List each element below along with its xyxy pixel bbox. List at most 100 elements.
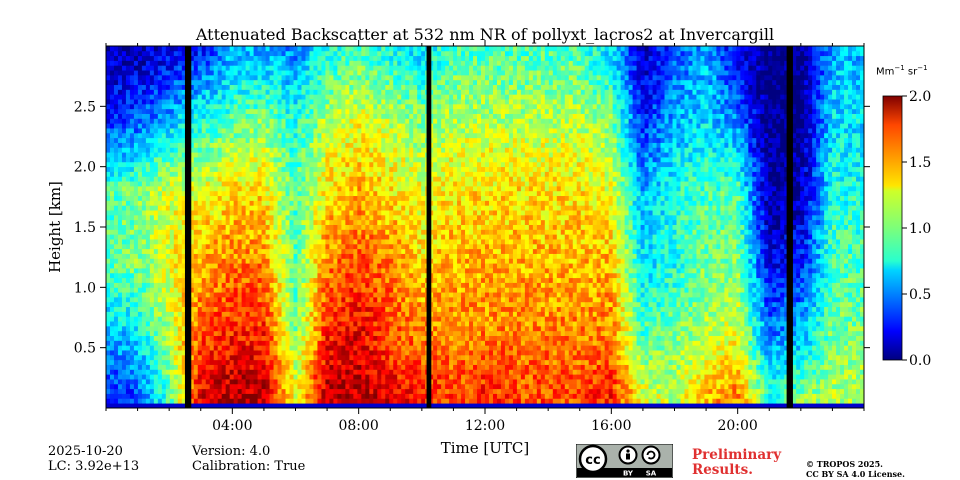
heatmap-cell [169,364,175,370]
heatmap-cell [317,46,322,52]
heatmap-cell [293,190,298,197]
heatmap-cell [289,166,294,172]
heatmap-cell [241,79,247,86]
heatmap-cell [193,46,199,52]
heatmap-cell [125,46,131,52]
heatmap-cell [245,268,251,274]
heatmap-cell [106,55,111,61]
heatmap-cell [153,263,159,269]
heatmap-cell [277,364,282,370]
heatmap-cell [325,55,330,61]
heatmap-cell [193,234,199,240]
heatmap-cell [317,325,322,332]
heatmap-cell [297,99,302,105]
heatmap-cell [153,65,159,71]
heatmap-cell [333,181,338,187]
heatmap-cell [313,393,318,399]
heatmap-cell [281,354,286,361]
heatmap-cell [217,103,223,110]
heatmap-cell [173,113,179,119]
heatmap-cell [217,239,223,245]
heatmap-cell [169,301,175,308]
heatmap-cell [297,50,302,57]
heatmap-cell [269,403,274,408]
heatmap-cell [365,374,370,380]
heatmap-cell [233,108,239,114]
heatmap-cell [177,301,183,308]
heatmap-cell [149,147,155,153]
heatmap-cell [106,108,111,114]
heatmap-cell [221,152,227,158]
heatmap-cell [121,195,127,201]
heatmap-cell [353,113,358,119]
heatmap-cell [197,263,203,269]
heatmap-cell [345,89,350,95]
heatmap-cell [165,65,171,71]
heatmap-cell [361,108,366,114]
heatmap-cell [189,350,195,356]
heatmap-cell [181,403,187,408]
heatmap-cell [205,84,211,90]
heatmap-cell [141,239,147,245]
heatmap-cell [353,282,358,288]
heatmap-cell [277,369,282,375]
heatmap-cell [129,403,135,408]
heatmap-cell [109,403,115,408]
heatmap-cell [333,325,338,332]
heatmap-cell [153,46,159,52]
heatmap-cell [209,60,215,66]
heatmap-cell [157,60,163,66]
heatmap-cell [345,46,350,52]
heatmap-cell [325,84,330,90]
heatmap-cell [321,181,326,187]
heatmap-cell [269,253,274,259]
heatmap-cell [329,70,334,76]
heatmap-cell [317,166,322,172]
heatmap-cell [261,181,266,187]
heatmap-cell [197,60,203,66]
heatmap-cell [121,181,127,187]
heatmap-cell [265,147,270,153]
heatmap-cell [345,379,350,385]
heatmap-cell [161,272,167,279]
heatmap-cell [217,181,223,187]
heatmap-cell [161,123,167,129]
heatmap-cell [321,161,326,168]
heatmap-cell [345,287,350,293]
heatmap-cell [253,123,258,129]
heatmap-cell [313,94,318,100]
heatmap-cell [345,132,350,139]
heatmap-cell [241,277,247,283]
heatmap-cell [361,94,366,100]
heatmap-cell [261,185,266,192]
heatmap-cell [361,229,366,235]
heatmap-cell [121,393,127,399]
heatmap-cell [257,210,262,216]
heatmap-cell [129,369,135,375]
heatmap-cell [285,205,290,211]
heatmap-cell [213,224,219,230]
heatmap-cell [245,161,251,168]
heatmap-cell [153,369,159,375]
heatmap-cell [137,128,143,134]
heatmap-cell [177,74,183,81]
heatmap-cell [253,65,258,71]
heatmap-cell [205,398,211,404]
heatmap-cell [297,142,302,148]
heatmap-cell [329,152,334,158]
heatmap-cell [173,84,179,90]
heatmap-cell [245,345,251,351]
heatmap-cell [365,292,370,298]
heatmap-cell [261,268,266,274]
heatmap-cell [245,272,251,279]
heatmap-cell [265,335,270,341]
heatmap-cell [201,253,207,259]
heatmap-cell [265,205,270,211]
heatmap-cell [141,311,147,317]
heatmap-cell [297,103,302,110]
heatmap-cell [353,176,358,182]
heatmap-cell [233,171,239,177]
heatmap-cell [169,354,175,361]
heatmap-cell [313,330,318,336]
heatmap-cell [189,292,195,298]
